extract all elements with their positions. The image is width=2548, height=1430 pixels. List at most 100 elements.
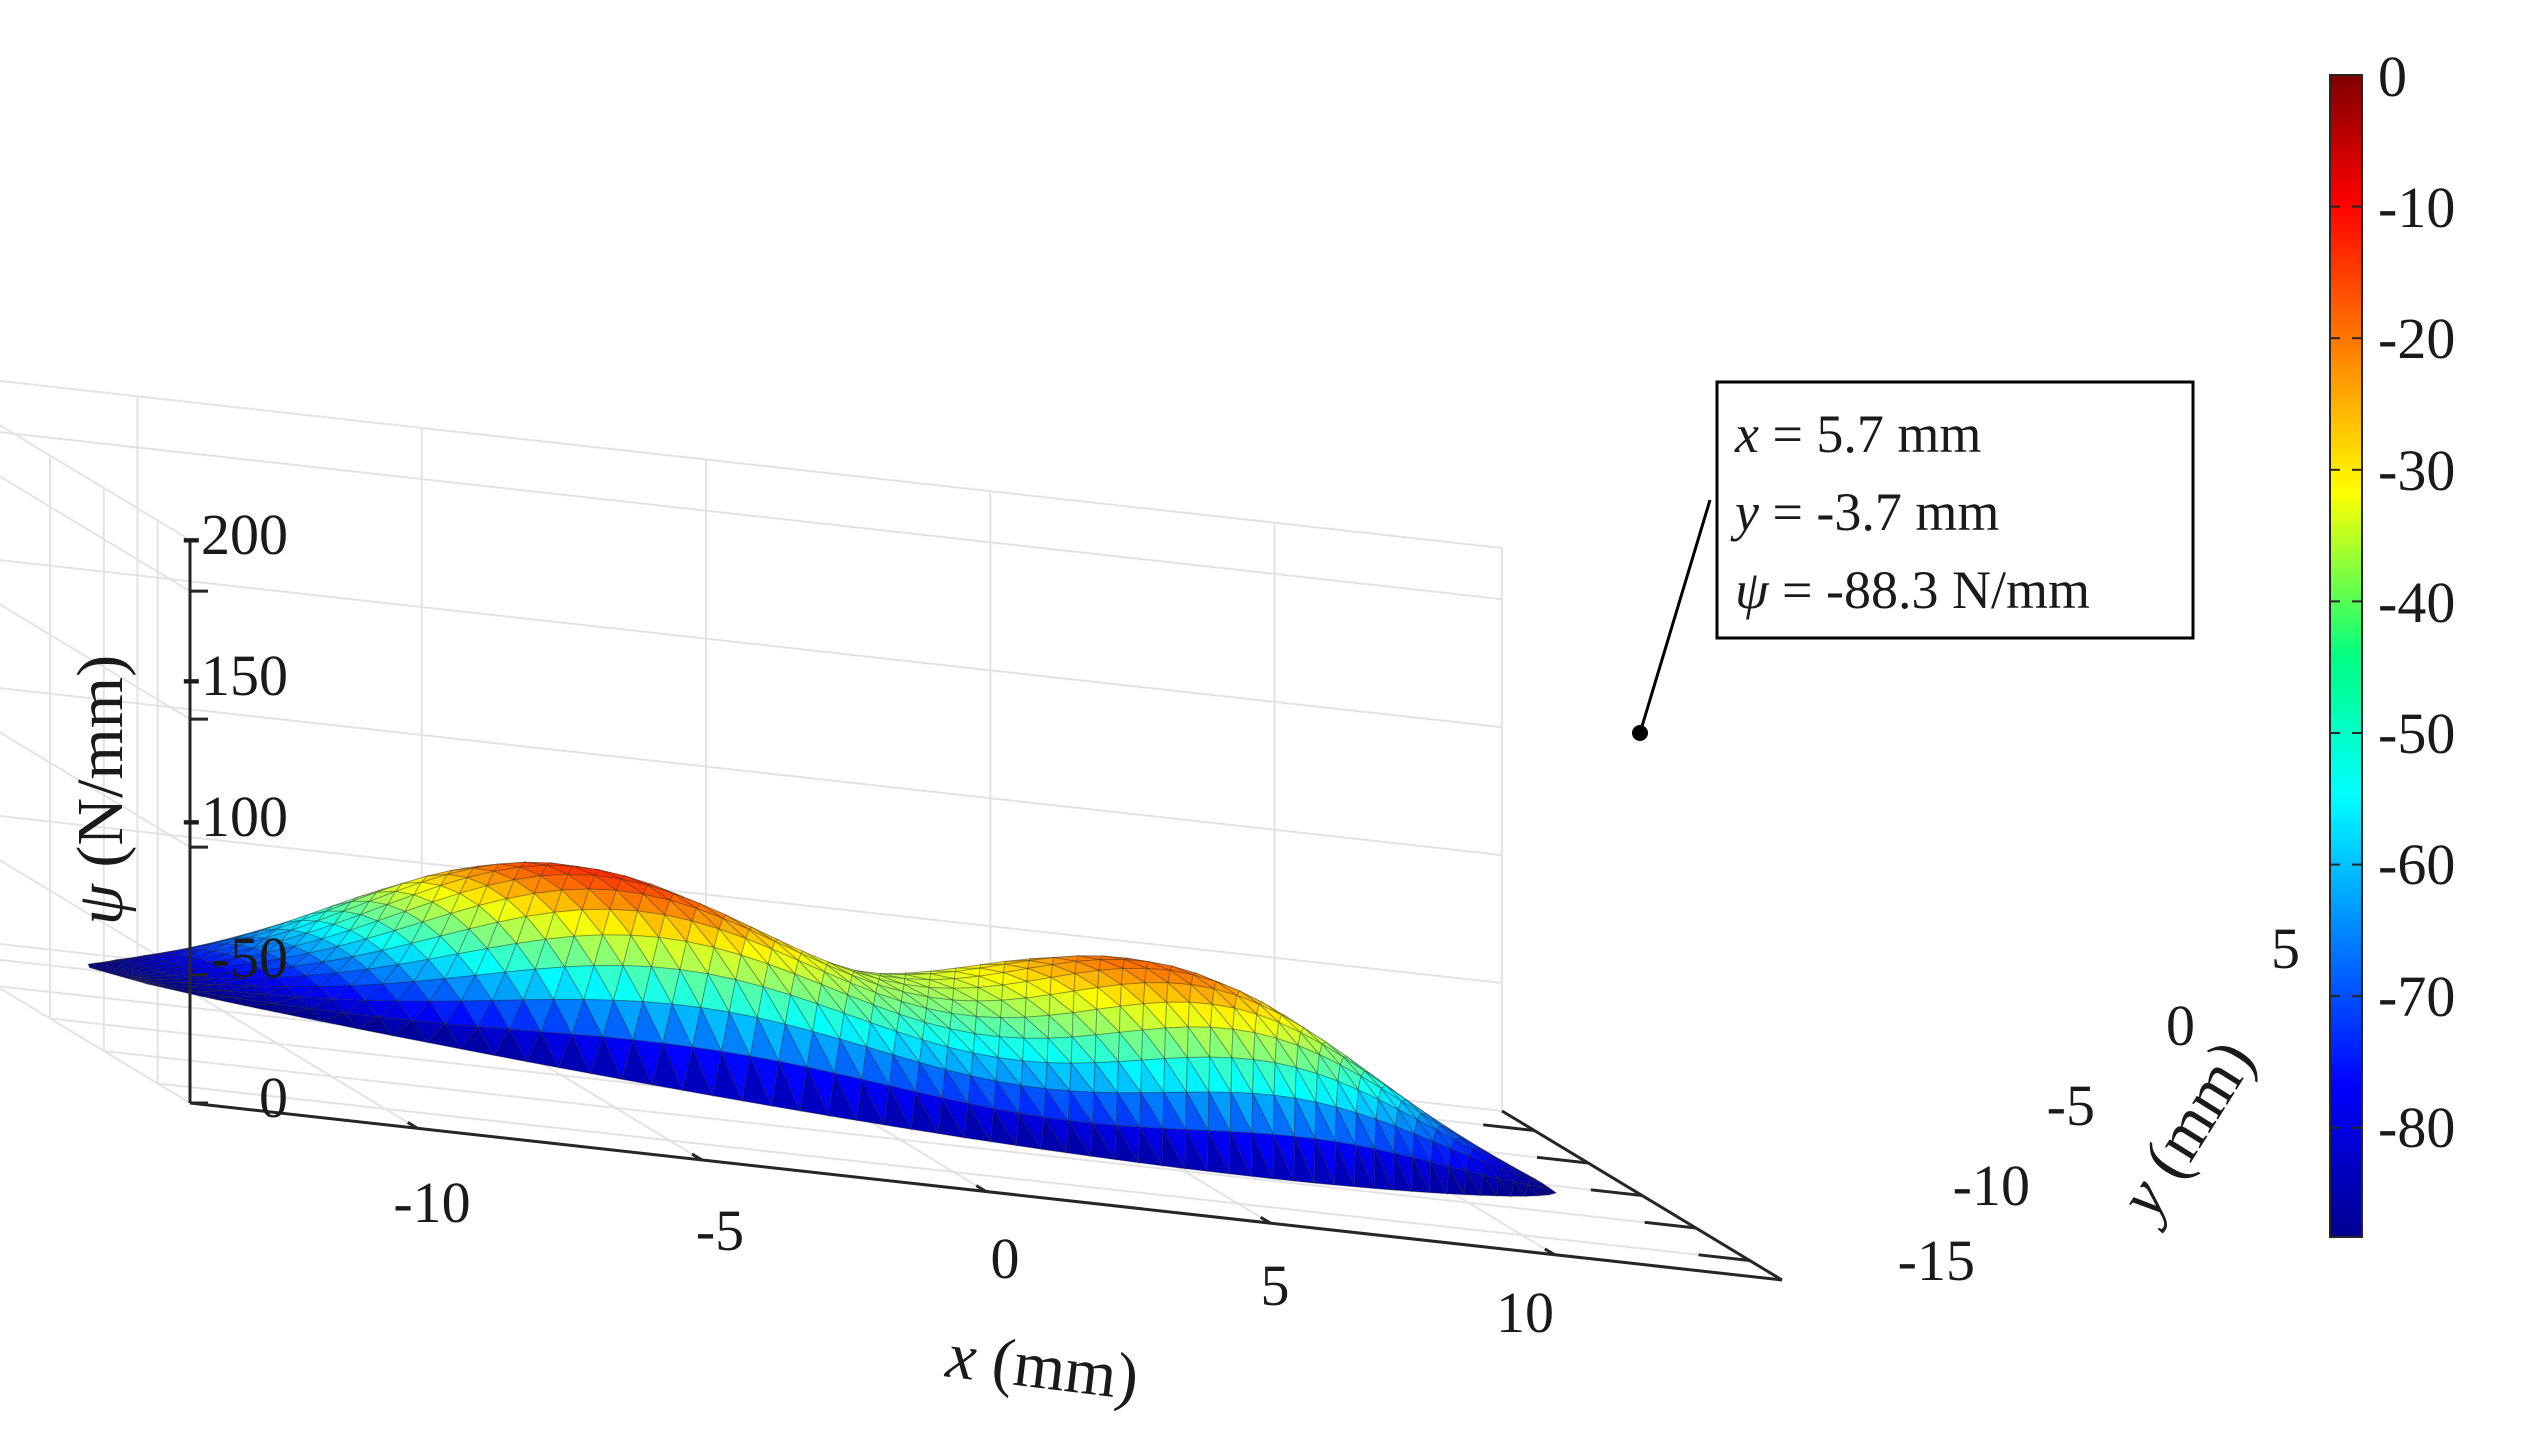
surface-facet	[1450, 1138, 1469, 1157]
surface-facet	[229, 969, 263, 980]
surface-facet	[1026, 964, 1053, 979]
surface-facet	[883, 1084, 913, 1130]
surface-facet	[989, 1107, 1018, 1147]
grid-line	[0, 603, 191, 720]
surface-facet	[508, 1028, 542, 1063]
datatip-box	[1715, 380, 2195, 640]
datatip-line-y: y = -3.7 mm	[1730, 482, 1999, 542]
datatip-marker	[1632, 725, 1648, 741]
z-tick-label: -100	[182, 784, 288, 849]
surface-facet	[278, 952, 311, 968]
surface-facet	[250, 985, 287, 995]
surface-facet	[1392, 1152, 1413, 1192]
surface-facet	[914, 1091, 943, 1136]
surface-facet	[1339, 1056, 1362, 1077]
surface-facet	[1480, 1173, 1498, 1197]
surface-facet	[1400, 1099, 1422, 1114]
z-tick-label: -50	[211, 925, 288, 990]
x-tick	[406, 1121, 419, 1130]
surface-facet	[645, 883, 674, 894]
surface-facet	[963, 1101, 992, 1143]
grid-line	[0, 475, 191, 593]
surface-facet	[823, 964, 851, 984]
surface-facet	[263, 929, 292, 942]
y-tick-labels: -15 -10 -5 0 5	[1898, 916, 2300, 1293]
surface-facet	[900, 1000, 928, 1024]
x-tick	[1544, 1247, 1556, 1256]
surface-facet	[583, 964, 615, 1001]
surface-facet	[1274, 1036, 1298, 1069]
surface-facet	[593, 964, 624, 1002]
x-tick	[1259, 1215, 1272, 1225]
surface-facet	[1293, 1097, 1316, 1140]
surface-facet	[136, 978, 181, 984]
surface-facet	[589, 1035, 623, 1080]
surface-facet	[439, 876, 469, 894]
surface-facet	[872, 991, 900, 1015]
surface-facet	[515, 938, 547, 971]
surface-facet	[522, 998, 555, 1033]
surface-facet	[136, 980, 181, 984]
surface-facet	[573, 908, 604, 937]
surface-facet	[1019, 1084, 1047, 1119]
surface-facet	[904, 974, 930, 981]
surface-facet	[904, 972, 931, 976]
surface-facet	[749, 1055, 780, 1108]
surface-facet	[1380, 1084, 1402, 1102]
surface-facet	[931, 967, 957, 973]
colorbar-label: -20	[2378, 306, 2455, 371]
surface-facet	[838, 1038, 868, 1081]
surface-facet	[213, 943, 241, 952]
surface-facet	[1294, 1065, 1317, 1103]
surface-facet	[1025, 980, 1052, 999]
surface-facet	[941, 1068, 970, 1105]
grid-line	[0, 559, 1503, 729]
surface-facet	[320, 929, 352, 948]
surface-facet	[1354, 1145, 1375, 1190]
surface-facet	[468, 921, 499, 950]
grid-line	[0, 687, 1503, 857]
datatip-line-psi: ψ = -88.3 N/mm	[1735, 560, 2090, 620]
colorbar-gradient	[2329, 74, 2363, 1238]
y-tick	[1536, 1155, 1589, 1165]
surface-facet	[553, 889, 584, 913]
surface-facet	[1510, 1180, 1527, 1197]
surface-facet	[741, 1054, 773, 1107]
surface-facet	[332, 913, 362, 931]
surface-facet	[439, 928, 471, 955]
colorbar-label: -80	[2378, 1095, 2455, 1160]
surface-facet	[1380, 1087, 1403, 1111]
surface-facet	[1410, 1157, 1431, 1194]
surface-facet	[458, 884, 488, 907]
surface-facet	[231, 962, 265, 973]
surface-facet	[632, 1039, 664, 1087]
surface-facet	[1141, 1028, 1166, 1061]
surface-facet	[240, 977, 275, 987]
grid-line	[0, 431, 1503, 601]
surface-facet	[381, 942, 413, 966]
surface-facet	[221, 933, 246, 941]
x-tick-label: 5	[1261, 1253, 1290, 1318]
surface-facet	[650, 936, 681, 971]
surface-facet	[927, 986, 953, 1001]
surface-facet	[1117, 1059, 1143, 1095]
surface-facet	[119, 969, 153, 979]
colorbar: 0 -10 -20 -30 -40 -50 -60 -70 -80	[2329, 44, 2455, 1238]
surface-facet	[102, 959, 118, 964]
surface-facet	[1300, 1031, 1323, 1056]
surface-facet	[1295, 1044, 1319, 1075]
surface-facet	[951, 986, 979, 1002]
surface-facet	[401, 875, 429, 885]
surface-facet	[525, 892, 556, 918]
surface-facet	[208, 957, 239, 968]
surface-facet	[1334, 1141, 1356, 1188]
surface-facet	[188, 950, 215, 960]
surface-facet	[954, 975, 980, 989]
surface-facet	[533, 889, 563, 914]
y-tick	[1590, 1188, 1643, 1197]
surface-facet	[771, 940, 799, 961]
colorbar-labels: 0 -10 -20 -30 -40 -50 -60 -70 -80	[2378, 44, 2455, 1160]
z-tick-label: -200	[182, 502, 288, 567]
grid-line	[0, 987, 191, 1104]
surface-facet	[866, 1021, 895, 1056]
